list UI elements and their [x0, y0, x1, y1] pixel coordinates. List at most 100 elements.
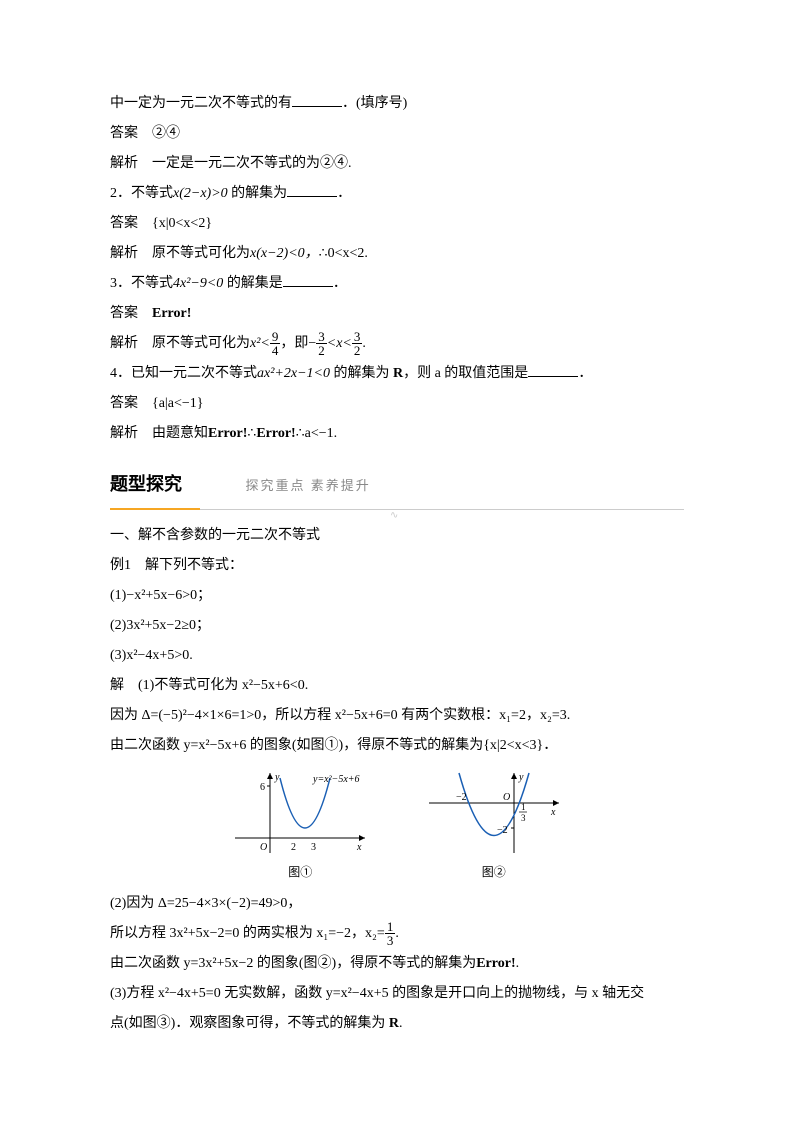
s2b-end: . — [395, 926, 399, 941]
a2-label: 答案 — [110, 216, 138, 231]
q3-line: 3．不等式4x²−9<0 的解集是 ． — [110, 270, 684, 298]
s3end: . — [399, 1016, 403, 1031]
graph1-caption: 图① — [225, 860, 375, 884]
graph1-svg: y x O 2 3 6 y=x²−5x+6 — [225, 768, 375, 858]
e3-end: . — [362, 336, 366, 351]
e4-label: 解析 — [110, 426, 138, 441]
e2-line: 解析 原不等式可化为x(x−2)<0，∴0<x<2. — [110, 240, 684, 268]
e0-line: 解析 一定是一元二次不等式的为②④. — [110, 150, 684, 178]
graph2-caption: 图② — [419, 860, 569, 884]
graph1-ylabel: y — [274, 772, 280, 783]
a4-label: 答案 — [110, 396, 138, 411]
frac-num: 9 — [270, 330, 281, 344]
e0-text: 一定是一元二次不等式的为②④. — [152, 156, 352, 171]
q0-tail: 中一定为一元二次不等式的有 — [110, 96, 292, 111]
e2-expr: x(x−2)<0， — [250, 246, 319, 261]
q0-hint: ．(填序号) — [342, 96, 407, 111]
section-line: ∿ — [110, 508, 684, 510]
frac-num: 3 — [352, 330, 363, 344]
graph1-eq: y=x²−5x+6 — [312, 774, 360, 785]
graph2-x2d: 3 — [521, 813, 526, 823]
q4-prefix: 4．已知一元二次不等式 — [110, 366, 257, 381]
s3a: (3)方程 x²−4x+5=0 无实数解，函数 y=x²−4x+5 的图象是开口… — [110, 980, 684, 1008]
graph1-curve — [280, 778, 330, 828]
q2-blank — [287, 183, 337, 197]
e2-label: 解析 — [110, 246, 138, 261]
a3-line: 答案 Error! — [110, 300, 684, 328]
frac-den: 2 — [352, 344, 363, 357]
q2-line: 2．不等式x(2−x)>0 的解集为． — [110, 180, 684, 208]
e0-label: 解析 — [110, 156, 138, 171]
e3-label: 解析 — [110, 336, 138, 351]
ex1-line: 例1 解下列不等式： — [110, 552, 684, 580]
s1a: 因为 Δ=(−5)²−4×1×6=1>0，所以方程 x²−5x+6=0 有两个实… — [110, 702, 684, 730]
q3-expr: 4x²−9<0 — [173, 276, 223, 291]
ex1-label: 例1 — [110, 558, 131, 573]
graph2-origin: O — [503, 792, 510, 803]
q4-suffix: ，则 a 的取值范围是 — [403, 366, 528, 381]
e4-mid: ∴ — [247, 426, 256, 441]
graph1-wrap: y x O 2 3 6 y=x²−5x+6 图① — [225, 768, 375, 884]
h1-line: 一、解不含参数的一元二次不等式 — [110, 522, 684, 550]
s2b-pre: 所以方程 3x²+5x−2=0 的两实根为 x₁=−2，x₂= — [110, 926, 385, 941]
s2c-line: 由二次函数 y=3x²+5x−2 的图象(图②)，得原不等式的解集为Error!… — [110, 950, 684, 978]
graph1-ytick: 6 — [260, 782, 265, 793]
q2-suffix: 的解集为 — [228, 186, 288, 201]
h1: 一、解不含参数的一元二次不等式 — [110, 528, 320, 543]
a0-label: 答案 — [110, 126, 138, 141]
graph2-ytick: −2 — [497, 825, 508, 836]
section-line-orange — [110, 508, 200, 510]
graph1-origin: O — [260, 842, 267, 853]
q4-line: 4．已知一元二次不等式ax²+2x−1<0 的解集为 R，则 a 的取值范围是 ． — [110, 360, 684, 388]
q0-blank — [292, 93, 342, 107]
q4-blank — [528, 363, 578, 377]
a0-text: ②④ — [152, 126, 180, 141]
s2c-end: . — [516, 956, 520, 971]
s2c-pre: 由二次函数 y=3x²+5x−2 的图象(图②)，得原不等式的解集为 — [110, 956, 476, 971]
frac-den: 3 — [385, 934, 396, 947]
a3-text: Error! — [152, 306, 191, 321]
frac-num: 3 — [316, 330, 327, 344]
sol-line: 解 (1)不等式可化为 x²−5x+6<0. — [110, 672, 684, 700]
q3-prefix: 3．不等式 — [110, 276, 173, 291]
e4-err1: Error! — [208, 426, 247, 441]
graph2-ylabel: y — [518, 772, 524, 783]
frac-den: 2 — [316, 344, 327, 357]
q3-dot: ． — [333, 276, 347, 291]
sol-label: 解 — [110, 678, 124, 693]
graph2-x1: −2 — [456, 792, 467, 803]
e2-post: ∴0<x<2. — [319, 246, 368, 261]
ex1-text: 解下列不等式： — [145, 558, 243, 573]
q4-dot: ． — [578, 366, 592, 381]
e3-frac2: 32 — [316, 330, 327, 357]
e4-post: ∴a<−1. — [296, 426, 337, 441]
q4-expr: ax²+2x−1<0 — [257, 366, 330, 381]
s1b: 由二次函数 y=x²−5x+6 的图象(如图①)，得原不等式的解集为{x|2<x… — [110, 732, 684, 760]
section-header: 题型探究 探究重点 素养提升 — [110, 466, 684, 502]
graph2-xlabel: x — [550, 807, 556, 818]
q4-mid: 的解集为 — [330, 366, 393, 381]
e3-frac3: 32 — [352, 330, 363, 357]
graph2-x2n: 1 — [521, 802, 526, 812]
e3-line: 解析 原不等式可化为x²<94，即−32<x<32. — [110, 330, 684, 358]
graph1-xlabel: x — [356, 842, 362, 853]
section-title: 题型探究 — [110, 474, 182, 494]
graph2-svg: y x O −2 1 3 −2 — [419, 768, 569, 858]
q2-dot: ． — [337, 186, 351, 201]
e4-line: 解析 由题意知Error!∴Error!∴a<−1. — [110, 420, 684, 448]
q3-blank — [283, 273, 333, 287]
a2-text: {x|0<x<2} — [152, 216, 212, 231]
q0-line: 中一定为一元二次不等式的有 ．(填序号) — [110, 90, 684, 118]
graphs-row: y x O 2 3 6 y=x²−5x+6 图① y x O −2 1 3 −2 — [110, 768, 684, 884]
p11: (1)−x²+5x−6>0； — [110, 582, 684, 610]
frac-den: 4 — [270, 344, 281, 357]
a4-text: {a|a<−1} — [152, 396, 203, 411]
e3-mid2: <x< — [327, 336, 352, 351]
e4-pre: 由题意知 — [152, 426, 208, 441]
q4-R: R — [393, 366, 403, 381]
a0-line: 答案 ②④ — [110, 120, 684, 148]
s3b: 点(如图③)．观察图象可得，不等式的解集为 — [110, 1016, 389, 1031]
s2b-frac: 13 — [385, 920, 396, 947]
q3-suffix: 的解集是 — [223, 276, 283, 291]
q2-expr: x(2−x)>0 — [173, 186, 228, 201]
